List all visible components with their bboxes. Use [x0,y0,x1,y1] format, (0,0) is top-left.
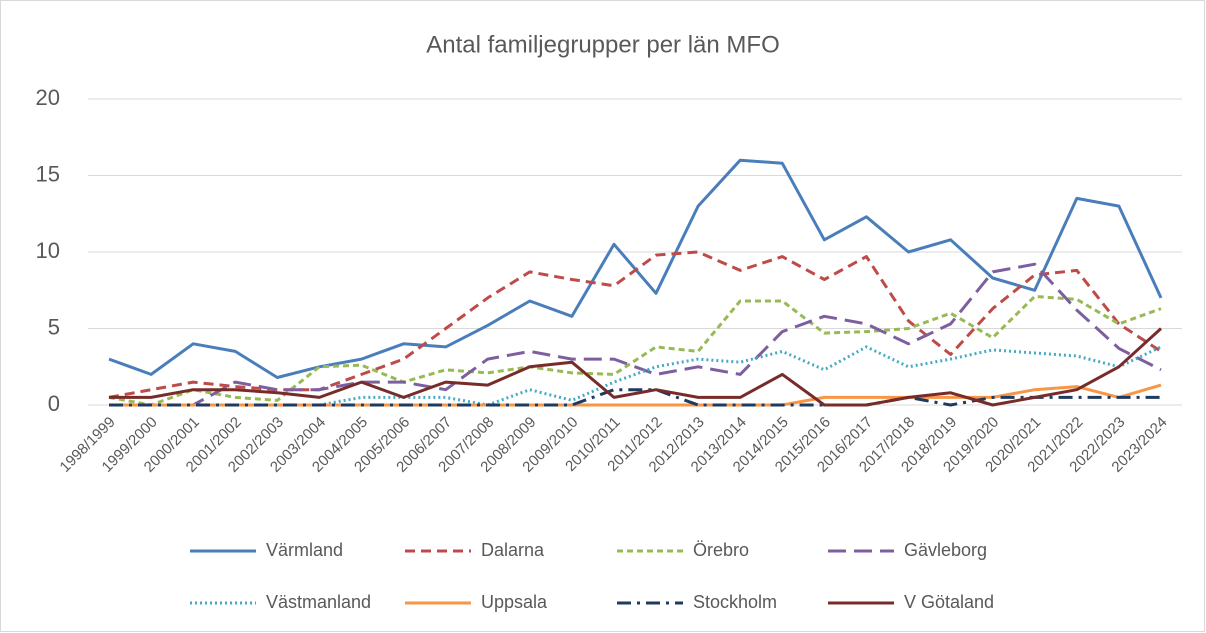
y-tick-label: 10 [36,238,60,263]
y-tick-label: 15 [36,161,60,186]
series-line [109,327,1163,407]
legend-label: Värmland [266,540,343,560]
legend-label: Stockholm [693,592,777,612]
series-line [108,250,1162,399]
legend-label: Örebro [693,540,749,560]
legend-label: V Götaland [904,592,994,612]
legend-label: Uppsala [481,592,548,612]
chart-title: Antal familjegrupper per län MFO [426,31,779,58]
legend-label: Dalarna [481,540,545,560]
legend-label: Västmanland [266,592,371,612]
y-tick-label: 0 [48,391,60,416]
y-tick-label: 5 [48,314,60,339]
y-tick-label: 20 [36,85,60,110]
series-line [109,388,1161,407]
series-line [109,262,1162,407]
legend-label: Gävleborg [904,540,987,560]
